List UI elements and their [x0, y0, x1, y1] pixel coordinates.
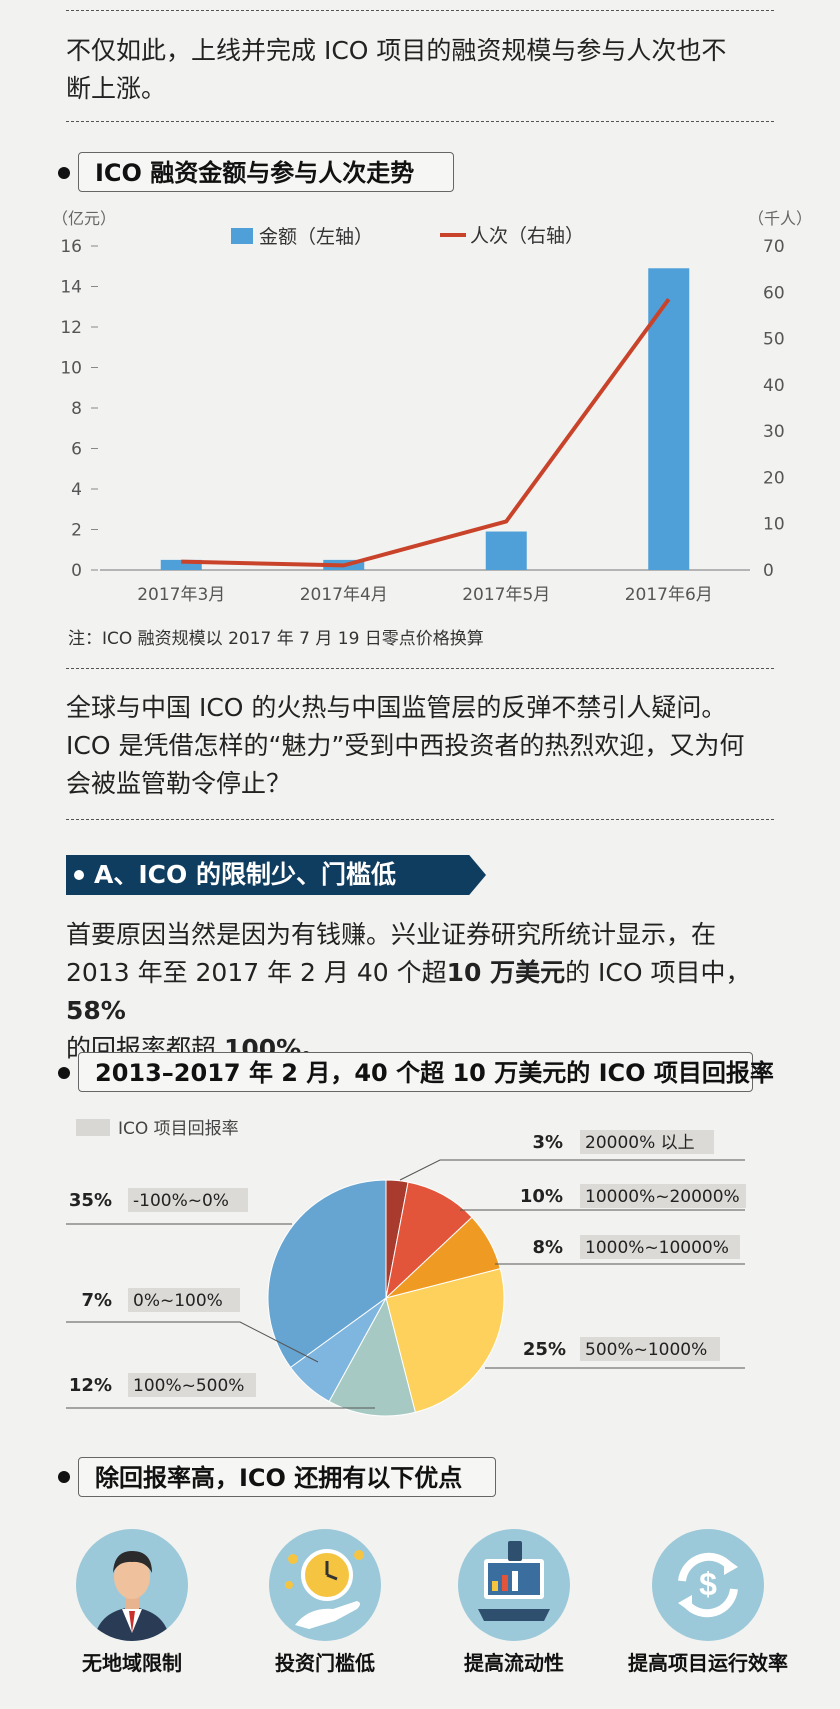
dollar-refresh-icon: $ [652, 1529, 764, 1641]
slice-label-bg [580, 1235, 740, 1259]
computer-icon [458, 1529, 570, 1641]
banner-bullet [74, 870, 84, 880]
divider [66, 121, 774, 122]
divider [66, 668, 774, 669]
section-bullet [58, 167, 70, 179]
section-bullet [58, 1067, 70, 1079]
y-right-tick-label: 60 [763, 283, 785, 303]
return-line: 2013 年至 2017 年 2 月 40 个超10 万美元的 ICO 项目中，… [66, 958, 751, 1025]
y-left-tick-label: 8 [71, 399, 82, 419]
section-a-title: A、ICO 的限制少、门槛低 [94, 860, 396, 889]
y-left-tick-label: 2 [71, 521, 82, 541]
question-line: ICO 是凭借怎样的“魅力”受到中西投资者的热烈欢迎，又为何 [66, 731, 745, 760]
slice-percent: 3% [532, 1132, 563, 1153]
divider [66, 10, 774, 11]
x-tick-label: 2017年6月 [625, 585, 713, 605]
return-line: 首要原因当然是因为有钱赚。兴业证券研究所统计显示，在 [66, 920, 717, 949]
advantage-label: 提高流动性 [464, 1651, 564, 1675]
section-bullet [58, 1471, 70, 1483]
return-paragraph: 首要原因当然是因为有钱赚。兴业证券研究所统计显示，在 2013 年至 2017 … [66, 916, 786, 1068]
slice-label-bg [580, 1130, 714, 1154]
legend-swatch [76, 1119, 110, 1136]
chart1-title: ICO 融资金额与参与人次走势 [78, 152, 454, 192]
y-left-tick-label: 6 [71, 440, 82, 460]
y-right-tick-label: 50 [763, 330, 785, 350]
slice-label-bg [580, 1184, 746, 1208]
advantage-label: 无地域限制 [82, 1651, 182, 1675]
bar [160, 559, 202, 570]
section-a-banner: A、ICO 的限制少、门槛低 [66, 855, 486, 895]
chart3-title: 除回报率高，ICO 还拥有以下优点 [78, 1457, 496, 1497]
slice-label: 1000%~10000% [585, 1238, 729, 1258]
legend-label: 金额（左轴） [259, 226, 373, 248]
slice-percent: 8% [532, 1237, 563, 1258]
y-right-tick-label: 70 [763, 237, 785, 257]
slice-label-bg [128, 1373, 256, 1397]
slice-percent: 12% [69, 1375, 112, 1396]
y-left-tick-label: 12 [60, 318, 82, 338]
leader-line [66, 1321, 319, 1363]
y-left-tick-label: 4 [71, 480, 82, 500]
question-paragraph: 全球与中国 ICO 的火热与中国监管层的反弹不禁引人疑问。 ICO 是凭借怎样的… [66, 689, 786, 803]
legend-label: ICO 项目回报率 [118, 1119, 239, 1139]
y-left-tick-label: 14 [60, 278, 82, 298]
svg-text:$: $ [699, 1566, 717, 1602]
y-right-tick-label: 20 [763, 468, 785, 488]
leader-line [399, 1159, 745, 1181]
intro-paragraph: 不仅如此，上线并完成 ICO 项目的融资规模与参与人次也不 断上涨。 [66, 32, 786, 108]
question-line: 会被监管勒令停止？ [66, 769, 292, 798]
pie-slice [385, 1268, 505, 1413]
advantage-label: 投资门槛低 [275, 1651, 375, 1675]
slice-percent: 10% [520, 1186, 563, 1207]
pie-slice [385, 1181, 473, 1300]
y-right-tick-label: 0 [763, 561, 774, 581]
slice-percent: 7% [81, 1290, 112, 1311]
person-icon [76, 1529, 188, 1641]
slice-label: 20000% 以上 [585, 1133, 695, 1153]
y-right-tick-label: 30 [763, 422, 785, 442]
return-pie-chart: ICO 项目回报率 3% 20000% 以上 10% 10000%~20000% 8% 10… [66, 1119, 746, 1417]
advantage-label: 提高项目运行效率 [628, 1651, 788, 1675]
legend-swatch-bar [231, 228, 253, 244]
slice-label: 500%~1000% [585, 1340, 707, 1360]
slice-percent: 25% [523, 1339, 566, 1360]
chart2-title: 2013–2017 年 2 月，40 个超 10 万美元的 ICO 项目回报率 [78, 1052, 774, 1092]
slice-label: -100%~0% [133, 1191, 229, 1211]
divider [66, 819, 774, 820]
y-left-tick-label: 10 [60, 359, 82, 379]
question-line: 全球与中国 ICO 的火热与中国监管层的反弹不禁引人疑问。 [66, 693, 727, 722]
x-tick-label: 2017年3月 [137, 585, 225, 605]
x-tick-label: 2017年5月 [462, 585, 550, 605]
chart-note: 注：ICO 融资规模以 2017 年 7 月 19 日零点价格换算 [68, 629, 484, 649]
money-clock-icon [269, 1529, 381, 1641]
y-right-tick-label: 10 [763, 515, 785, 535]
y-left-unit: （亿元） [52, 209, 116, 228]
y-left-tick-label: 16 [60, 237, 82, 257]
slice-label: 100%~500% [133, 1376, 244, 1396]
slice-label: 10000%~20000% [585, 1187, 740, 1207]
x-tick-label: 2017年4月 [300, 585, 388, 605]
legend-label: 人次（右轴） [470, 225, 584, 247]
y-right-unit: （千人） [748, 209, 812, 228]
pie-slice [328, 1296, 416, 1417]
y-right-tick-label: 40 [763, 376, 785, 396]
intro-line: 断上涨。 [66, 74, 167, 103]
y-left-tick-label: 0 [71, 561, 82, 581]
funding-chart: （亿元） （千人） 0 2 4 6 8 10 12 14 16 0 10 20 30 40 50 60 70 2017… [52, 209, 812, 649]
slice-label: 0%~100% [133, 1291, 223, 1311]
slice-label-bg [128, 1288, 240, 1312]
slice-percent: 35% [69, 1190, 112, 1211]
slice-label-bg [128, 1188, 248, 1212]
bar [485, 531, 527, 570]
line-series [181, 298, 671, 568]
intro-line: 不仅如此，上线并完成 ICO 项目的融资规模与参与人次也不 [66, 36, 727, 65]
slice-label-bg [580, 1337, 720, 1361]
